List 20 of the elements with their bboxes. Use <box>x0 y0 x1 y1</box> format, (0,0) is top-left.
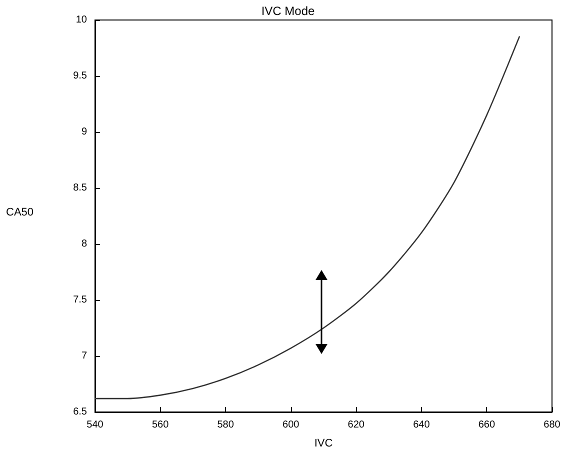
y-tick-label: 9 <box>81 126 88 138</box>
x-axis-title: IVC <box>314 438 333 450</box>
y-tick-label: 8.5 <box>73 182 88 194</box>
chart-title: IVC Mode <box>261 4 315 18</box>
x-tick-label: 660 <box>478 420 496 430</box>
x-tick-label: 640 <box>413 420 430 430</box>
y-tick-label: 7.5 <box>73 294 88 306</box>
x-tick-label: 680 <box>544 420 561 430</box>
line-series <box>94 36 520 400</box>
y-tick-label: 8 <box>81 238 88 250</box>
y-tick-label: 6.5 <box>73 406 88 418</box>
x-tick-label: 580 <box>217 420 234 430</box>
x-tick-label: 620 <box>348 420 365 430</box>
x-tick-label: 560 <box>152 420 170 430</box>
y-axis-title: CA50 <box>6 206 34 218</box>
y-tick-label: 7 <box>81 350 88 362</box>
x-tick-label: 540 <box>86 420 104 430</box>
y-tick-label: 10 <box>76 14 88 26</box>
y-tick-label: 9.5 <box>73 70 88 82</box>
x-tick-label: 600 <box>282 420 300 430</box>
